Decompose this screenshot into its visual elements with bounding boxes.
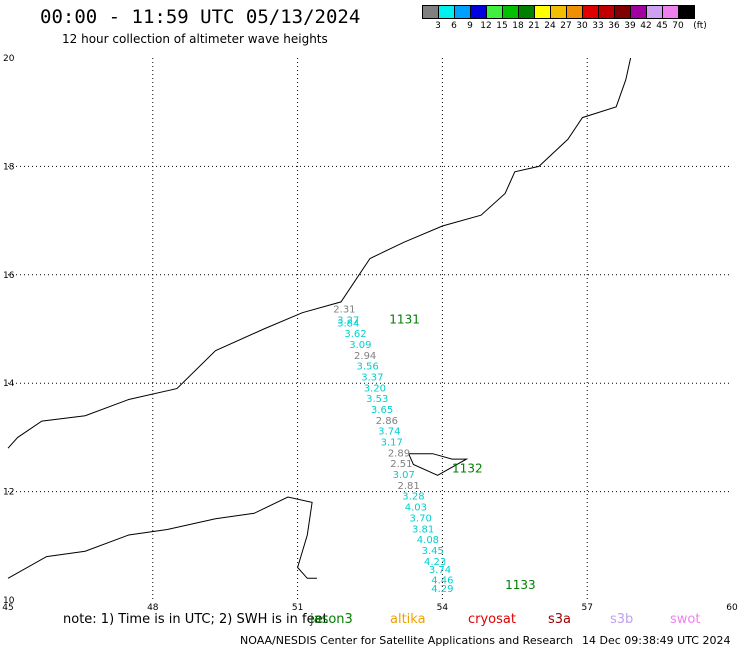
wave-height-value: 3.45 <box>422 546 444 557</box>
wave-height-value: 4.03 <box>405 503 427 514</box>
wave-height-value: 3.20 <box>364 383 386 394</box>
wave-height-value: 3.53 <box>366 394 388 405</box>
mission-jason3: jason3 <box>310 612 353 627</box>
wave-height-value: 3.81 <box>412 524 434 535</box>
color-scale <box>422 5 695 19</box>
x-tick-label: 54 <box>437 603 449 613</box>
color-scale-label: 33 <box>592 21 604 31</box>
wave-height-value: 2.51 <box>390 459 412 470</box>
color-scale-swatch <box>678 5 695 19</box>
y-tick-label: 20 <box>3 54 15 64</box>
wave-height-value: 3.62 <box>344 329 366 340</box>
wave-height-value: 2.86 <box>376 416 398 427</box>
wave-height-value: 3.56 <box>356 362 378 373</box>
wave-height-value: 3.27 <box>337 316 359 327</box>
color-scale-label: 12 <box>480 21 492 31</box>
mission-s3b: s3b <box>610 612 634 627</box>
map-grid <box>8 58 732 600</box>
coastline-socotra <box>408 453 469 476</box>
wave-height-value: 3.37 <box>361 372 383 383</box>
color-scale-label: 9 <box>467 21 473 31</box>
y-tick-label: 14 <box>3 379 15 389</box>
wave-height-value: 2.94 <box>354 351 376 362</box>
wave-height-value: 2.89 <box>388 448 410 459</box>
color-scale-label: 15 <box>496 21 508 31</box>
y-tick-label: 16 <box>3 271 15 281</box>
wave-height-value: 2.31 <box>333 305 355 316</box>
wave-height-value: 4.46 <box>431 576 453 587</box>
color-scale-unit: (ft) <box>693 21 707 31</box>
mission-s3a: s3a <box>548 612 572 627</box>
color-scale-label: 3 <box>435 21 441 31</box>
wave-height-value: 3.74 <box>429 565 451 576</box>
x-tick-label: 51 <box>292 603 303 613</box>
y-tick-label: 18 <box>3 162 15 172</box>
mission-altika: altika <box>390 612 426 627</box>
generation-timestamp: 14 Dec 09:38:49 UTC 2024 <box>582 634 731 647</box>
wave-height-value: 4.23 <box>424 557 446 568</box>
pass-time-label: 1132 <box>452 462 483 476</box>
map-subtitle: 12 hour collection of altimeter wave hei… <box>62 32 328 46</box>
coastline <box>7 57 632 579</box>
color-scale-label: 39 <box>624 21 636 31</box>
mission-cryosat: cryosat <box>468 612 516 627</box>
wave-height-value: 3.74 <box>378 427 400 438</box>
x-tick-label: 57 <box>581 603 592 613</box>
color-scale-label: 21 <box>528 21 540 31</box>
color-scale-label: 27 <box>560 21 572 31</box>
pass-time-label: 1133 <box>505 578 536 592</box>
axis-ticks: 45 48 51 54 57 60 20 18 16 14 12 10 <box>2 54 738 613</box>
footer-note: note: 1) Time is in UTC; 2) SWH is in fe… <box>63 612 328 627</box>
color-scale-label: 30 <box>576 21 588 31</box>
wave-height-value: 4.08 <box>417 535 439 546</box>
x-tick-label: 60 <box>726 603 738 613</box>
mission-swot: swot <box>670 612 701 627</box>
coastline-arabia <box>7 57 632 449</box>
coastline-somalia <box>7 496 317 579</box>
color-scale-label: 24 <box>544 21 556 31</box>
wave-height-value: 4.29 <box>431 584 453 595</box>
wave-height-value: 3.70 <box>410 513 432 524</box>
wave-height-value: 3.09 <box>349 340 371 351</box>
y-tick-label: 12 <box>3 488 14 498</box>
color-scale-label: 42 <box>640 21 652 31</box>
wave-height-value: 2.81 <box>397 481 419 492</box>
color-scale-label: 70 <box>672 21 684 31</box>
color-scale-label: 36 <box>608 21 620 31</box>
color-scale-label: 45 <box>656 21 668 31</box>
map-title: 00:00 - 11:59 UTC 05/13/2024 <box>40 6 361 28</box>
x-tick-label: 45 <box>2 603 13 613</box>
wave-height-labels: 2.313.273.843.623.092.943.563.373.203.53… <box>333 305 535 595</box>
x-tick-label: 48 <box>147 603 159 613</box>
wave-height-value: 3.28 <box>402 492 424 503</box>
wave-height-value: 3.07 <box>393 470 415 481</box>
pass-time-label: 1131 <box>389 313 420 327</box>
color-scale-label: 6 <box>451 21 457 31</box>
y-tick-label: 10 <box>3 596 15 606</box>
wave-height-value: 3.17 <box>381 438 403 449</box>
credit-line: NOAA/NESDIS Center for Satellite Applica… <box>240 634 574 647</box>
wave-height-value: 3.65 <box>371 405 393 416</box>
wave-height-value: 3.84 <box>337 318 359 329</box>
color-scale-label: 18 <box>512 21 524 31</box>
